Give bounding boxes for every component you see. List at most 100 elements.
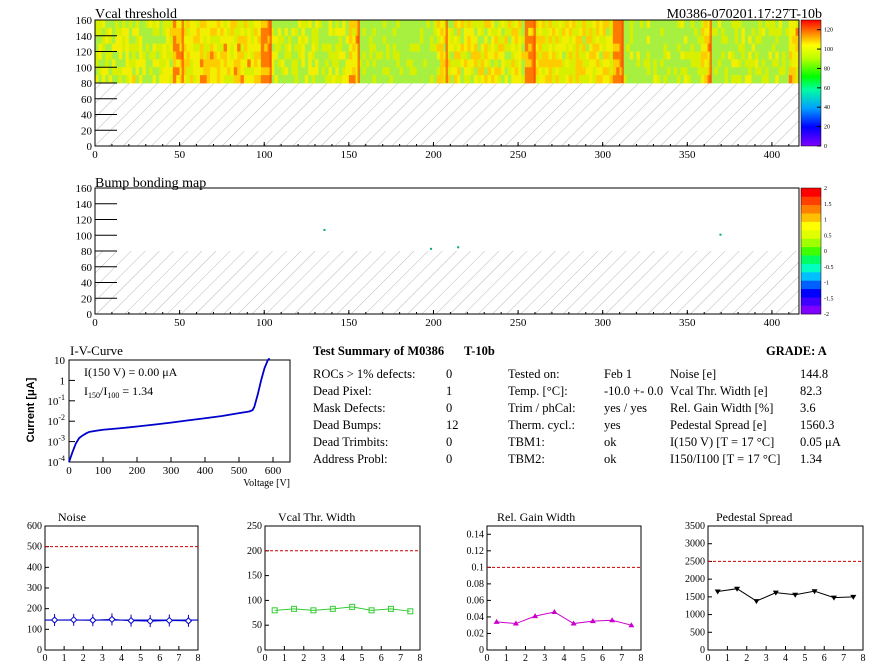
vcal-cell [159, 20, 164, 29]
vcal-cell [365, 67, 370, 76]
vcal-cell [369, 35, 373, 45]
vcal-cell [399, 51, 404, 60]
vcal-cell [727, 75, 732, 84]
small-plot-title: Rel. Gain Width [497, 510, 575, 524]
vcal-cell [328, 20, 333, 29]
vcal-cell [545, 67, 549, 76]
vcal-cell [474, 20, 478, 29]
vcal-cell [359, 27, 363, 37]
vcal-cell [403, 35, 407, 45]
vcal-cell [572, 59, 577, 68]
vcal-cell [362, 43, 367, 52]
vcal-cell [227, 59, 231, 68]
vcal-cell [203, 35, 208, 45]
vcal-cell [447, 20, 451, 29]
vcal-cell [386, 20, 390, 29]
vcal-cell [311, 67, 316, 76]
vcal-cell [227, 20, 231, 29]
vcal-cell [230, 51, 235, 60]
vcal-cell [616, 51, 621, 60]
vcal-cell [467, 27, 472, 37]
vcal-cell [291, 27, 296, 37]
vcal-cell [748, 20, 753, 29]
vcal-cell [690, 67, 695, 76]
vcal-cell [115, 35, 120, 45]
vcal-cell [409, 27, 414, 37]
vcal-cell [727, 27, 732, 37]
vcal-cell [744, 59, 749, 68]
vcal-cell [626, 27, 631, 37]
vcal-cell [284, 59, 289, 68]
vcal-cell [362, 20, 367, 29]
vcal-cell [680, 43, 685, 52]
vcal-cell [585, 35, 590, 45]
vcal-cell [694, 59, 698, 68]
vcal-cell [233, 20, 238, 29]
small-plot-frame [44, 525, 199, 651]
bump-title: Bump bonding map [95, 176, 206, 191]
y-tick-label: 120 [76, 47, 93, 59]
vcal-cell [247, 59, 252, 68]
vcal-cell [535, 27, 539, 37]
vcal-cell [318, 27, 323, 37]
vcal-cell [568, 59, 573, 68]
vcal-cell [592, 75, 597, 84]
vcal-cell [548, 75, 553, 84]
vcal-cell [555, 20, 560, 29]
ann-I: I [84, 384, 88, 398]
vcal-cell [453, 59, 458, 68]
vcal-cell [233, 27, 238, 37]
y-tick-label: 80 [81, 78, 93, 90]
vcal-cell [237, 35, 241, 45]
data-marker [753, 599, 760, 605]
hatched-region [95, 251, 799, 314]
vcal-cell [392, 59, 397, 68]
vcal-cell [734, 35, 739, 45]
x-tick-label: 400 [764, 317, 781, 329]
vcal-cell [524, 67, 529, 76]
vcal-cell [281, 27, 285, 37]
vcal-cell [352, 51, 357, 60]
vcal-cell [538, 75, 543, 84]
vcal-cell [186, 51, 191, 60]
vcal-cell [315, 35, 319, 45]
vcal-cell [189, 67, 194, 76]
vcal-cell [755, 20, 759, 29]
vcal-cell [501, 35, 505, 45]
vcal-cell [409, 67, 414, 76]
vcal-cell [521, 35, 526, 45]
ann-slash: /I [100, 384, 107, 398]
vcal-cell [362, 67, 367, 76]
vcal-cell [470, 27, 475, 37]
vcal-cell [457, 51, 461, 60]
vcal-cell [700, 75, 705, 84]
vcal-cell [687, 51, 692, 60]
small-x-tick-label: 2 [81, 653, 86, 664]
colorbar-band [801, 246, 821, 256]
vcal-cell [639, 59, 644, 68]
small-x-tick-label: 2 [523, 653, 528, 664]
vcal-cell [633, 59, 637, 68]
vcal-cell [663, 20, 668, 29]
vcal-cell [335, 51, 340, 60]
vcal-cell [318, 67, 323, 76]
vcal-cell [260, 35, 265, 45]
vcal-cell [111, 75, 116, 84]
vcal-cell [595, 35, 600, 45]
vcal-cell [372, 20, 377, 29]
vcal-cell [785, 35, 790, 45]
vcal-cell [247, 75, 252, 84]
vcal-cell [247, 43, 252, 52]
vcal-cell [436, 20, 441, 29]
vcal-cell [565, 43, 570, 52]
vcal-cell [738, 20, 742, 29]
vcal-cell [724, 59, 729, 68]
vcal-cell [670, 35, 675, 45]
vcal-cell [656, 51, 661, 60]
vcal-cell [396, 27, 401, 37]
vcal-cell [128, 43, 133, 52]
vcal-cell [633, 27, 637, 37]
vcal-cell [765, 75, 769, 84]
condition-value: ok [604, 452, 617, 466]
vcal-cell [331, 35, 336, 45]
